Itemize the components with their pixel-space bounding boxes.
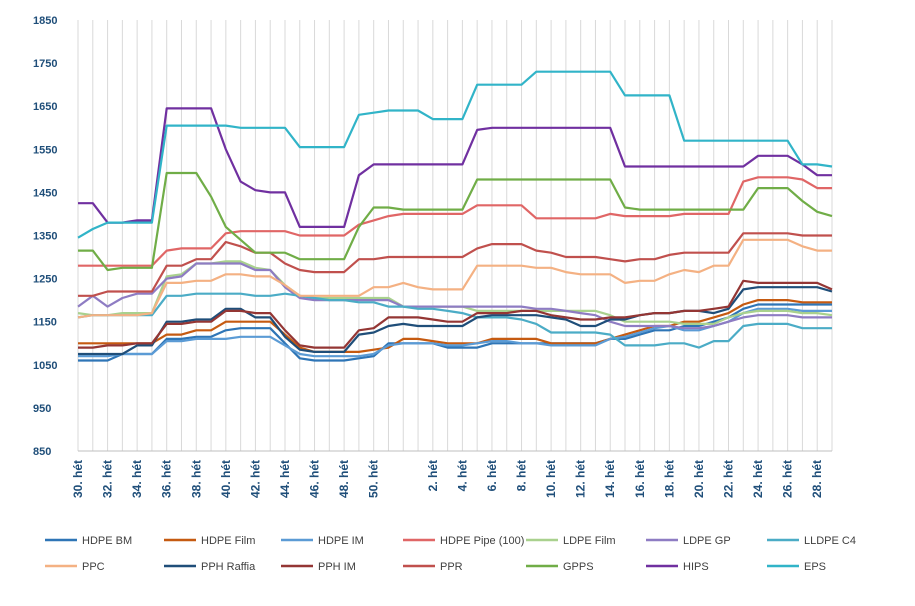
series-line xyxy=(78,286,833,356)
x-tick-label: 18. hét xyxy=(662,460,676,498)
y-tick-label: 950 xyxy=(33,403,51,415)
x-tick-label: 40. hét xyxy=(219,460,233,498)
y-tick-label: 1850 xyxy=(33,15,57,27)
x-tick-label: 36. hét xyxy=(160,460,174,498)
x-tick-label: 48. hét xyxy=(337,460,351,498)
y-tick-label: 1050 xyxy=(33,360,57,372)
x-tick-label: 42. hét xyxy=(248,460,262,498)
x-tick-label: 4. hét xyxy=(455,460,469,491)
y-tick-label: 1150 xyxy=(33,317,57,329)
x-tick-label: 38. hét xyxy=(189,460,203,498)
series-line xyxy=(78,107,832,228)
x-tick-label: 28. hét xyxy=(810,460,824,498)
legend-label: HDPE BM xyxy=(82,535,132,547)
series-line xyxy=(78,299,832,353)
series-line xyxy=(78,171,833,272)
legend-label: HDPE Film xyxy=(201,535,255,547)
series-line xyxy=(77,70,833,239)
x-tick-label: 30. hét xyxy=(71,460,85,498)
legend-label: PPR xyxy=(440,561,463,573)
legend-label: LLDPE C4 xyxy=(804,535,856,547)
x-tick-label: 22. hét xyxy=(722,460,736,498)
y-tick-label: 1750 xyxy=(33,58,57,70)
legend-label: PPH Raffia xyxy=(201,561,256,573)
series-line xyxy=(77,238,832,319)
x-tick-label: 10. hét xyxy=(544,460,558,498)
legend-label: GPPS xyxy=(563,561,594,573)
series-line xyxy=(78,232,832,297)
y-tick-label: 1650 xyxy=(33,101,57,113)
x-tick-label: 46. hét xyxy=(308,460,322,498)
x-tick-label: 20. hét xyxy=(692,460,706,498)
x-tick-label: 50. hét xyxy=(367,460,381,498)
y-axis: 850 950 1050 1150 1250 1350 1450 1550 1650 1750 18… xyxy=(33,15,57,458)
legend-label: LDPE Film xyxy=(563,535,616,547)
x-tick-label: 32. hét xyxy=(101,460,115,498)
series-line xyxy=(77,292,832,349)
x-tick-label: 2. hét xyxy=(426,460,440,491)
x-tick-label: 24. hét xyxy=(751,460,765,498)
x-tick-label: 26. hét xyxy=(781,460,795,498)
y-tick-label: 1550 xyxy=(33,144,57,156)
series-lines xyxy=(77,70,833,362)
legend-label: LDPE GP xyxy=(683,535,731,547)
series-line xyxy=(77,260,833,325)
x-axis: 30. hét 32. hét 34. hét 36. hét 38. hét 40. h… xyxy=(71,460,824,498)
x-tick-label: 14. hét xyxy=(603,460,617,498)
x-tick-label: 12. hét xyxy=(574,460,588,498)
x-tick-label: 16. hét xyxy=(633,460,647,498)
y-tick-label: 1250 xyxy=(33,274,57,286)
legend-label: PPC xyxy=(82,561,105,573)
x-tick-label: 8. hét xyxy=(515,460,529,491)
y-tick-label: 1350 xyxy=(33,231,57,243)
x-tick-label: 6. hét xyxy=(485,460,499,491)
x-tick-label: 34. hét xyxy=(130,460,144,498)
legend-label: HDPE IM xyxy=(318,535,364,547)
y-tick-label: 850 xyxy=(33,446,51,458)
legend: HDPE BM HDPE Film HDPE IM HDPE Pipe (100) LD… xyxy=(45,535,856,573)
vertical-gridlines xyxy=(77,20,833,452)
y-tick-label: 1450 xyxy=(33,187,57,199)
legend-label: HDPE Pipe (100) xyxy=(440,535,524,547)
x-tick-label: 44. hét xyxy=(278,460,292,498)
series-line xyxy=(78,176,832,267)
legend-label: PPH IM xyxy=(318,561,356,573)
series-line xyxy=(78,279,833,349)
legend-label: EPS xyxy=(804,561,826,573)
series-line xyxy=(77,262,832,330)
legend-label: HIPS xyxy=(683,561,709,573)
